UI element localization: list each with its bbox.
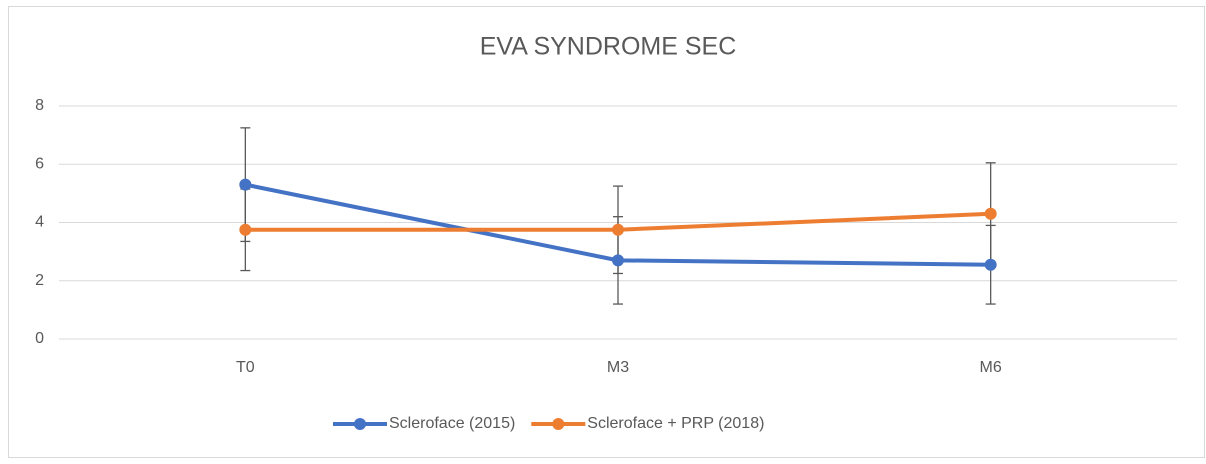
y-tick-label: 0 [35,330,44,347]
legend-label: Scleroface (2015) [389,415,515,432]
x-tick-label: T0 [236,359,255,376]
chart-border [8,6,1205,458]
point [612,254,624,267]
point [239,223,252,236]
y-tick-label: 6 [35,155,44,172]
point [612,223,624,236]
point [239,178,252,191]
legend-marker [552,418,565,430]
point [984,258,997,271]
y-tick-label: 8 [35,97,44,114]
x-tick-label: M3 [607,359,629,376]
legend-marker [354,418,366,430]
legend-label: Scleroface + PRP (2018) [587,415,764,432]
x-tick-label: M6 [980,359,1002,376]
y-tick-label: 4 [35,214,44,231]
chart-title: EVA SYNDROME SEC [480,33,737,61]
point [984,207,997,220]
y-tick-label: 2 [35,272,44,289]
